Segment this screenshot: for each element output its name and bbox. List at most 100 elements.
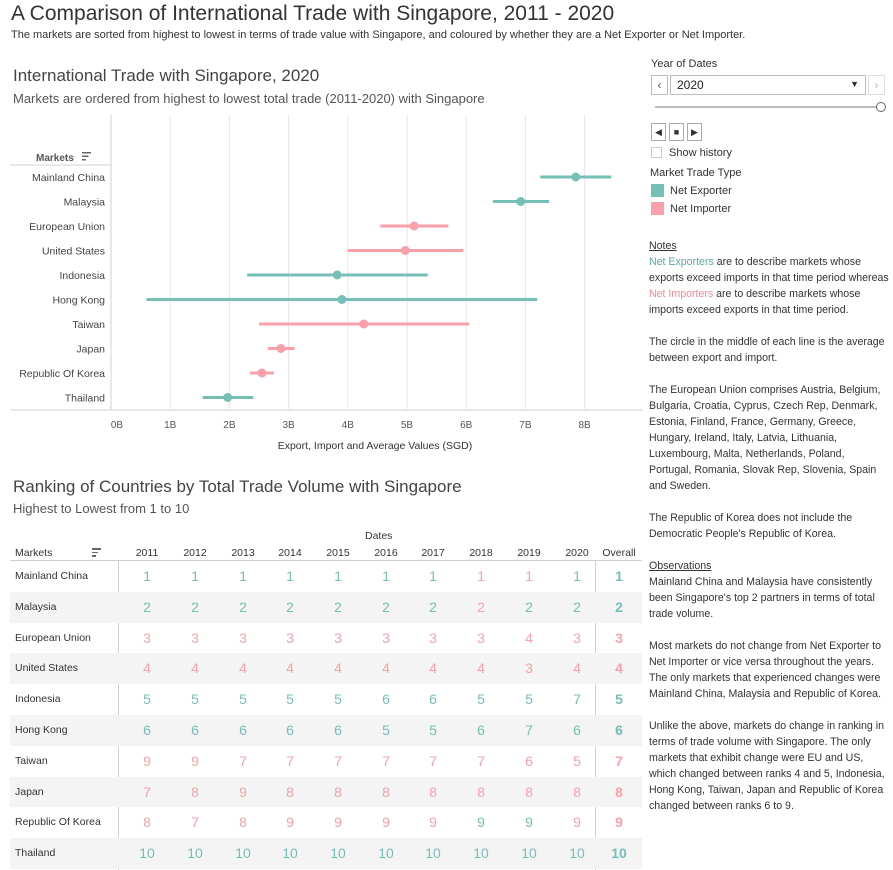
column-header-2018: 2018 bbox=[469, 547, 493, 559]
markets-row-header[interactable]: Markets bbox=[15, 547, 53, 559]
rank-cell: 8 bbox=[286, 783, 294, 800]
rank-cell: 9 bbox=[143, 752, 151, 769]
rank-cell: 7 bbox=[615, 752, 623, 769]
rank-cell: 6 bbox=[429, 691, 437, 708]
dates-column-group: Dates bbox=[365, 530, 393, 542]
sort-descending-icon[interactable] bbox=[92, 547, 102, 557]
column-header-2020: 2020 bbox=[565, 547, 589, 559]
markets-header[interactable]: Markets bbox=[36, 153, 74, 164]
rank-cell: 10 bbox=[521, 845, 537, 862]
step-forward-icon[interactable]: ▶ bbox=[687, 123, 702, 141]
table-row-band bbox=[10, 653, 642, 685]
rank-cell: 3 bbox=[286, 629, 294, 646]
rank-cell: 8 bbox=[239, 814, 247, 831]
rank-cell: 5 bbox=[334, 691, 342, 708]
rank-cell: 9 bbox=[382, 814, 390, 831]
table-row-label: Indonesia bbox=[15, 693, 61, 706]
average-point bbox=[400, 246, 410, 255]
rank-cell: 2 bbox=[191, 598, 199, 615]
rank-cell: 1 bbox=[525, 568, 533, 584]
show-history-label: Show history bbox=[669, 147, 732, 159]
rank-cell: 2 bbox=[477, 598, 485, 615]
observation-3: Unlike the above, markets do change in r… bbox=[649, 720, 885, 812]
x-tick-label: 8B bbox=[578, 420, 591, 431]
rank-cell: 2 bbox=[286, 598, 294, 615]
rank-cell: 8 bbox=[573, 783, 581, 800]
ranking-table: Dates Markets 2011 2012 2013 2014 2015 2016 2017… bbox=[0, 525, 645, 870]
legend-swatch-net-exporter[interactable] bbox=[651, 184, 664, 197]
legend-swatch-net-importer[interactable] bbox=[651, 202, 664, 215]
rank-cell: 7 bbox=[429, 752, 437, 769]
rank-cell: 5 bbox=[429, 722, 437, 738]
rank-cell: 9 bbox=[477, 814, 485, 831]
rank-cell: 9 bbox=[191, 752, 199, 769]
rank-cell: 7 bbox=[477, 752, 485, 769]
net-importers-term: Net Importers bbox=[649, 288, 714, 300]
stop-icon[interactable]: ■ bbox=[669, 123, 684, 141]
column-header-2013: 2013 bbox=[231, 547, 255, 559]
x-tick-label: 4B bbox=[342, 420, 355, 431]
notes-panel: Notes Net Exporters are to describe mark… bbox=[649, 238, 889, 830]
year-slider-handle[interactable] bbox=[876, 102, 886, 112]
rank-cell: 7 bbox=[382, 752, 390, 769]
rank-cell: 5 bbox=[191, 691, 199, 708]
y-tick-label: Thailand bbox=[65, 393, 105, 405]
rank-cell: 1 bbox=[191, 568, 199, 584]
rank-cell: 4 bbox=[573, 660, 581, 677]
table-row-label: Mainland China bbox=[15, 570, 88, 582]
x-tick-label: 6B bbox=[460, 420, 473, 431]
average-point bbox=[359, 319, 369, 329]
rank-cell: 5 bbox=[239, 691, 247, 708]
x-tick-label: 1B bbox=[164, 420, 177, 431]
chevron-left-icon[interactable]: ‹ bbox=[651, 75, 668, 95]
page-title: A Comparison of International Trade with… bbox=[11, 2, 615, 25]
rank-cell: 2 bbox=[573, 598, 581, 615]
notes-header: Notes bbox=[649, 240, 677, 252]
rank-cell: 3 bbox=[477, 629, 485, 646]
rank-cell: 6 bbox=[615, 722, 623, 738]
table-title: Ranking of Countries by Total Trade Volu… bbox=[13, 477, 462, 496]
rank-cell: 10 bbox=[330, 845, 346, 862]
column-header-2016: 2016 bbox=[374, 547, 398, 559]
table-subtitle: Highest to Lowest from 1 to 10 bbox=[13, 501, 190, 516]
show-history-checkbox[interactable] bbox=[651, 147, 662, 158]
rank-cell: 9 bbox=[239, 783, 247, 800]
rank-cell: 3 bbox=[143, 629, 151, 646]
rank-cell: 2 bbox=[429, 598, 437, 615]
table-row-label: United States bbox=[15, 662, 79, 675]
column-header-2015: 2015 bbox=[326, 547, 350, 559]
rank-cell: 8 bbox=[143, 814, 151, 831]
chart1-subtitle: Markets are ordered from highest to lowe… bbox=[13, 91, 485, 106]
y-tick-label: Republic Of Korea bbox=[19, 368, 105, 380]
rank-cell: 7 bbox=[573, 691, 581, 708]
rank-cell: 4 bbox=[191, 660, 199, 677]
rank-cell: 8 bbox=[382, 783, 390, 800]
y-tick-label: Hong Kong bbox=[52, 295, 105, 307]
rank-cell: 2 bbox=[525, 598, 533, 615]
rank-cell: 4 bbox=[143, 660, 151, 677]
chevron-right-icon[interactable]: › bbox=[868, 75, 885, 95]
notes-paragraph-1: Net Exporters are to describe markets wh… bbox=[649, 254, 889, 318]
net-exporters-term: Net Exporters bbox=[649, 256, 714, 268]
table-row-band bbox=[10, 838, 642, 869]
rank-cell: 1 bbox=[382, 568, 390, 584]
rank-cell: 10 bbox=[282, 845, 298, 862]
rank-cell: 3 bbox=[615, 629, 623, 646]
rank-cell: 7 bbox=[143, 783, 151, 800]
year-select[interactable]: 2020 ▼ bbox=[670, 75, 866, 95]
year-slider-track[interactable] bbox=[655, 106, 879, 108]
x-tick-label: 5B bbox=[401, 420, 414, 431]
rank-cell: 7 bbox=[525, 722, 533, 738]
sort-descending-icon[interactable] bbox=[82, 152, 91, 161]
table-row-label: European Union bbox=[15, 631, 91, 644]
rank-cell: 5 bbox=[573, 752, 581, 769]
page-subtitle: The markets are sorted from highest to l… bbox=[11, 29, 746, 41]
x-tick-label: 7B bbox=[519, 420, 532, 431]
legend-label-net-exporter: Net Exporter bbox=[670, 185, 732, 197]
rank-cell: 3 bbox=[573, 629, 581, 646]
step-back-icon[interactable]: ◀ bbox=[651, 123, 666, 141]
rank-cell: 5 bbox=[477, 691, 485, 708]
rank-cell: 3 bbox=[429, 629, 437, 646]
average-point bbox=[223, 393, 233, 402]
notes-paragraph-3: The European Union comprises Austria, Be… bbox=[649, 384, 881, 492]
